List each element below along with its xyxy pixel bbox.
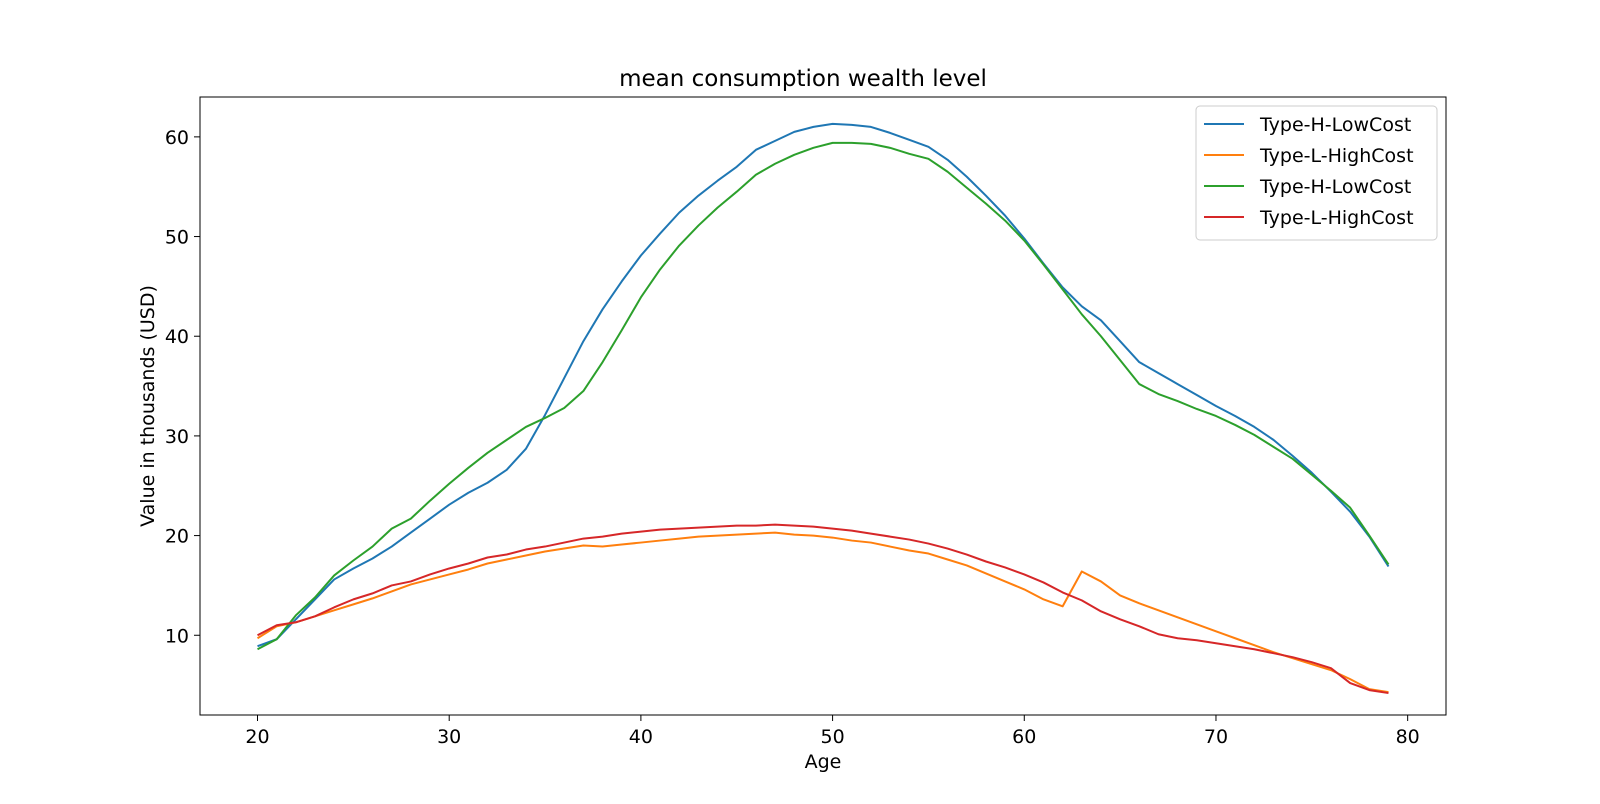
- x-axis-ticks: 20 30 40 50 60 70 80: [245, 715, 1420, 748]
- x-tick-label: 20: [245, 726, 269, 748]
- chart-title: mean consumption wealth level: [619, 66, 987, 92]
- legend-box: [1195, 105, 1438, 241]
- y-tick-label: 30: [165, 426, 189, 448]
- x-axis-label: Age: [805, 751, 842, 773]
- series-line-1: [257, 122, 1390, 648]
- y-tick-label: 10: [165, 625, 189, 647]
- legend: Type-H-LowCost Type-L-HighCost Type-H-LowC…: [1195, 105, 1438, 241]
- y-tick-label: 20: [165, 526, 189, 548]
- legend-label: Type-L-HighCost: [1259, 145, 1414, 167]
- x-tick-label: 50: [820, 726, 844, 748]
- series-line-3: [257, 141, 1390, 651]
- series-line-4: [257, 523, 1389, 695]
- x-tick-label: 60: [1012, 726, 1036, 748]
- plot-frame: [199, 96, 1447, 716]
- legend-label: Type-L-HighCost: [1259, 207, 1414, 229]
- x-tick-label: 70: [1204, 726, 1228, 748]
- x-tick-label: 80: [1396, 726, 1420, 748]
- y-tick-label: 40: [165, 326, 189, 348]
- legend-label: Type-H-LowCost: [1259, 176, 1411, 198]
- y-axis-ticks: 10 20 30 40 50 60: [165, 127, 200, 647]
- y-tick-label: 60: [165, 127, 189, 149]
- y-tick-label: 50: [165, 227, 189, 249]
- x-tick-label: 40: [629, 726, 653, 748]
- series-layer: [256, 122, 1390, 695]
- y-axis-label: Value in thousands (USD): [137, 285, 159, 527]
- legend-label: Type-H-LowCost: [1259, 114, 1411, 136]
- x-tick-label: 30: [437, 726, 461, 748]
- series-line-2: [256, 531, 1389, 694]
